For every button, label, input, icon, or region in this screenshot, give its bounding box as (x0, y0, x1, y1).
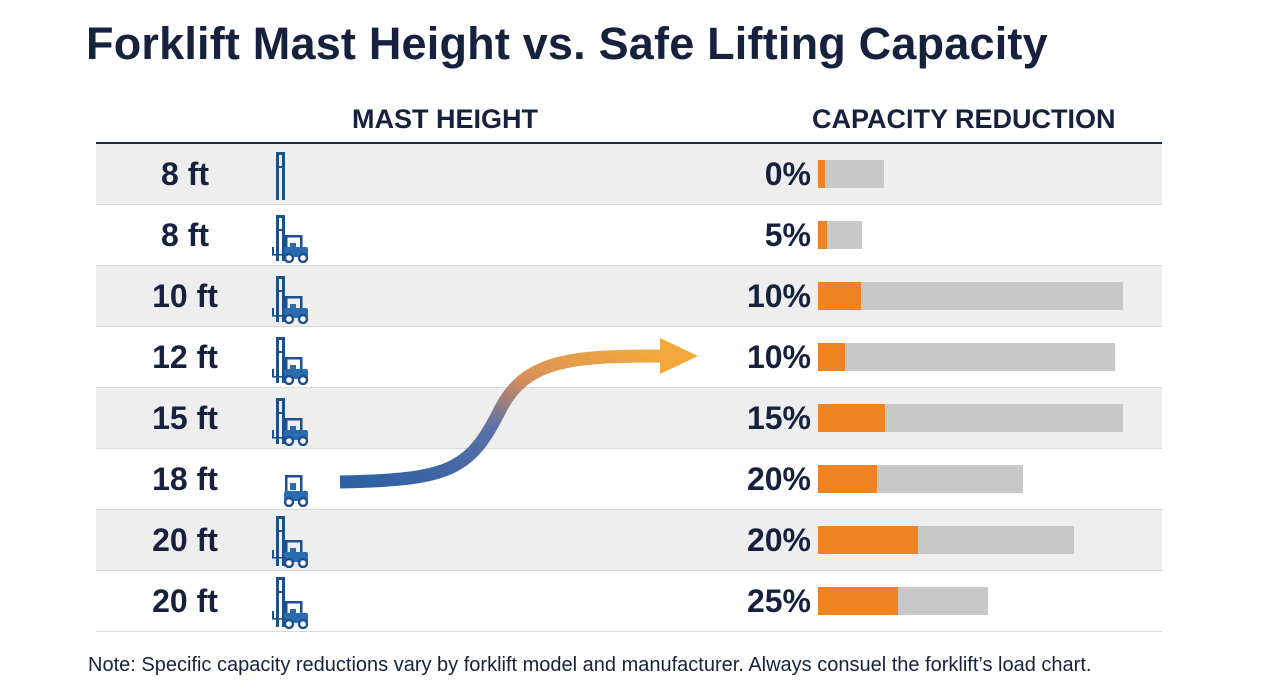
table-row: 8 ft 5% (96, 205, 1162, 266)
forklift-tall-mast-icon (268, 577, 330, 630)
table-row: 15 ft 15% (96, 388, 1162, 449)
capacity-bar-fill (818, 404, 885, 432)
forklift-cab-icon (268, 455, 330, 508)
mast-height-value: 20 ft (152, 583, 218, 619)
capacity-bar-track (818, 282, 1123, 310)
table-row: 8 ft 0% (96, 144, 1162, 205)
capacity-reduction-header: CAPACITY REDUCTION (812, 104, 1116, 134)
capacity-reduction-value: 10% (746, 278, 811, 314)
capacity-reduction-value: 20% (746, 522, 811, 558)
capacity-bar-track (818, 343, 1115, 371)
capacity-bar-fill (818, 282, 861, 310)
mast-height-value: 8 ft (161, 217, 209, 253)
capacity-bar-fill (818, 526, 918, 554)
table-row: 10 ft 10% (96, 266, 1162, 327)
capacity-bar-track (818, 160, 884, 188)
capacity-reduction-value: 20% (746, 461, 811, 497)
mast-height-value: 10 ft (152, 278, 218, 314)
capacity-bar-fill (818, 221, 827, 249)
mast-height-header: MAST HEIGHT (352, 104, 538, 134)
forklift-icon (268, 211, 330, 264)
capacity-reduction-value: 25% (746, 583, 811, 619)
capacity-reduction-value: 5% (764, 217, 811, 253)
table-row: 18 ft 20% (96, 449, 1162, 510)
capacity-bar-fill (818, 343, 845, 371)
capacity-reduction-value: 0% (764, 156, 811, 192)
table-row: 20 ft 25% (96, 571, 1162, 632)
mast-height-value: 12 ft (152, 339, 218, 375)
mast-height-value: 8 ft (161, 156, 209, 192)
mast-height-value: 15 ft (152, 400, 218, 436)
forklift-mast-only-icon (268, 150, 330, 202)
footnote: Note: Specific capacity reductions vary … (88, 654, 1091, 677)
mast-height-value: 20 ft (152, 522, 218, 558)
capacity-bar-fill (818, 465, 877, 493)
capacity-bar-track (818, 587, 988, 615)
forklift-icon (268, 394, 330, 447)
capacity-bar-track (818, 221, 862, 249)
footnote-text: Specific capacity reductions vary by for… (135, 654, 1092, 676)
chart-table: 8 ft 0% 8 ft 5% 10 ft 10% 12 ft 10% 15 ft 15% 18 f… (96, 144, 1162, 632)
table-row: 20 ft 20% (96, 510, 1162, 571)
capacity-reduction-value: 10% (746, 339, 811, 375)
capacity-bar-track (818, 465, 1023, 493)
mast-height-value: 18 ft (152, 461, 218, 497)
chart-title: Forklift Mast Height vs. Safe Lifting Ca… (86, 18, 1048, 69)
table-row: 12 ft 10% (96, 327, 1162, 388)
forklift-icon (268, 333, 330, 386)
capacity-bar-track (818, 526, 1074, 554)
capacity-bar-fill (818, 587, 898, 615)
capacity-bar-track (818, 404, 1123, 432)
forklift-icon (268, 272, 330, 325)
footnote-label: Note: (88, 654, 136, 676)
trend-arrow-icon (339, 338, 698, 489)
header-divider (96, 142, 1162, 144)
capacity-reduction-value: 15% (746, 400, 811, 436)
capacity-bar-fill (818, 160, 825, 188)
forklift-tall-mast-icon (268, 516, 330, 569)
